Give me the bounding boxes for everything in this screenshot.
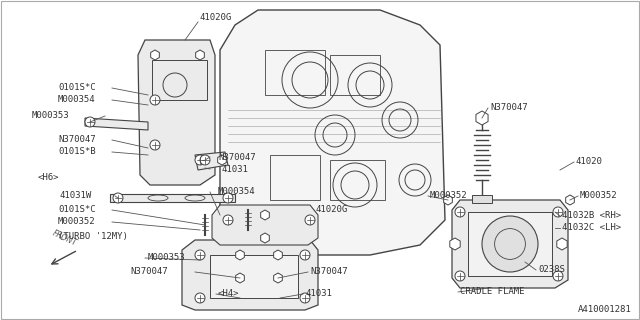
- Text: 41031W: 41031W: [60, 191, 92, 201]
- Polygon shape: [260, 210, 269, 220]
- Text: CRADLE FLAME: CRADLE FLAME: [460, 287, 525, 297]
- Bar: [270, 155, 320, 200]
- Circle shape: [195, 293, 205, 303]
- Circle shape: [455, 207, 465, 217]
- Text: N370047: N370047: [58, 135, 95, 145]
- Polygon shape: [196, 50, 204, 60]
- Polygon shape: [260, 233, 269, 243]
- Text: N370047: N370047: [490, 103, 527, 113]
- Text: <H6>: <H6>: [38, 173, 60, 182]
- Polygon shape: [220, 10, 445, 255]
- Text: 41032B <RH>: 41032B <RH>: [562, 212, 621, 220]
- Polygon shape: [212, 205, 318, 245]
- Polygon shape: [566, 195, 574, 205]
- Polygon shape: [195, 152, 228, 170]
- Polygon shape: [274, 250, 282, 260]
- Circle shape: [150, 95, 160, 105]
- Bar: [472, 195, 492, 203]
- Bar: [330, 160, 385, 200]
- Polygon shape: [218, 155, 227, 165]
- Circle shape: [305, 215, 315, 225]
- Text: M000354: M000354: [218, 188, 255, 196]
- Text: <H4>: <H4>: [218, 290, 239, 299]
- Circle shape: [300, 250, 310, 260]
- Text: N370047: N370047: [310, 268, 348, 276]
- Circle shape: [85, 117, 95, 127]
- Polygon shape: [236, 250, 244, 260]
- Polygon shape: [110, 194, 235, 202]
- Circle shape: [113, 193, 123, 203]
- Polygon shape: [274, 273, 282, 283]
- Text: N370047: N370047: [218, 153, 255, 162]
- Text: (TURBO '12MY): (TURBO '12MY): [58, 231, 128, 241]
- Text: 0101S*B: 0101S*B: [58, 148, 95, 156]
- Text: N370047: N370047: [130, 268, 168, 276]
- Polygon shape: [450, 238, 460, 250]
- Circle shape: [200, 155, 210, 165]
- Circle shape: [195, 250, 205, 260]
- Text: A410001281: A410001281: [579, 306, 632, 315]
- Circle shape: [553, 271, 563, 281]
- Text: 41020: 41020: [576, 157, 603, 166]
- Bar: [265, 50, 325, 95]
- Text: 41031: 41031: [222, 164, 249, 173]
- Polygon shape: [210, 255, 298, 298]
- Text: M000353: M000353: [32, 111, 70, 121]
- Polygon shape: [150, 50, 159, 60]
- Text: 41031: 41031: [305, 290, 332, 299]
- Polygon shape: [476, 111, 488, 125]
- Polygon shape: [85, 118, 148, 130]
- Text: M000352: M000352: [58, 218, 95, 227]
- Circle shape: [300, 293, 310, 303]
- Circle shape: [195, 155, 205, 165]
- Polygon shape: [182, 240, 318, 310]
- Text: 0101S*C: 0101S*C: [58, 205, 95, 214]
- Circle shape: [482, 216, 538, 272]
- Polygon shape: [557, 238, 567, 250]
- Text: M000352: M000352: [430, 191, 468, 201]
- Text: 41020G: 41020G: [200, 13, 232, 22]
- Circle shape: [455, 271, 465, 281]
- Text: FRONT: FRONT: [51, 229, 78, 248]
- Circle shape: [553, 207, 563, 217]
- Polygon shape: [452, 200, 568, 288]
- Bar: [330, 55, 380, 95]
- Circle shape: [150, 140, 160, 150]
- Polygon shape: [444, 195, 452, 205]
- Text: M000354: M000354: [58, 95, 95, 105]
- Polygon shape: [236, 273, 244, 283]
- Text: M000352: M000352: [580, 191, 618, 201]
- Polygon shape: [468, 212, 552, 276]
- Text: 0101S*C: 0101S*C: [58, 84, 95, 92]
- Circle shape: [223, 193, 233, 203]
- Text: M000353: M000353: [148, 253, 186, 262]
- Text: 41032C <LH>: 41032C <LH>: [562, 223, 621, 233]
- Circle shape: [223, 215, 233, 225]
- Text: 0238S: 0238S: [538, 266, 565, 275]
- Polygon shape: [138, 40, 215, 185]
- Text: 41020G: 41020G: [315, 205, 348, 214]
- Bar: [152, 60, 207, 100]
